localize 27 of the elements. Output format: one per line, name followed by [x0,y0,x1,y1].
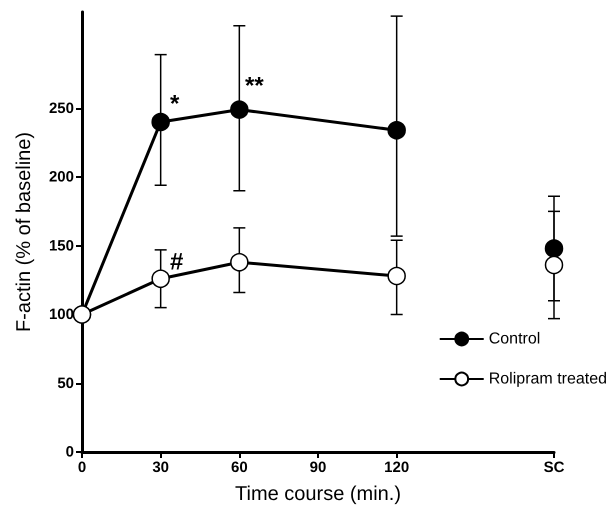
point [387,266,406,286]
y-tick-label: 150 [48,237,74,254]
x-tick-label: 0 [78,459,86,476]
annotation: ** [245,72,264,100]
point [387,121,406,140]
y-tick-label: 0 [66,444,74,460]
y-tick-label: 250 [48,100,74,117]
x-tick-label: SC [544,459,565,476]
y-tick-label: 100 [48,306,74,323]
x-tick-label: 120 [384,459,410,476]
legend-label: Rolipram treated [488,370,608,388]
legend-label: Control [488,330,540,348]
point [544,256,564,274]
x-tick-label: 60 [230,459,248,476]
y-axis-title: F-actin (% of baseline) [13,132,35,332]
point [230,253,249,272]
annotation: * [170,90,180,118]
point [151,270,170,288]
y-tick-label: 50 [57,374,74,392]
x-tick-label: 90 [310,459,326,476]
x-tick-label: 30 [152,459,170,476]
point [544,239,564,258]
annotation: # [170,248,184,276]
x-axis-title: Time course (min.) [235,483,401,505]
point [230,100,249,119]
point [151,112,170,132]
y-tick-label: 200 [48,168,74,186]
